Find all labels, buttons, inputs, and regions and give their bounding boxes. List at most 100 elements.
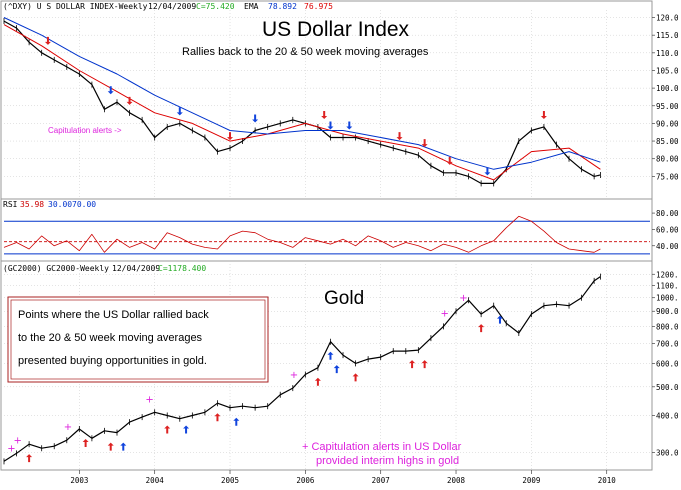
dxy-ema50-value: 78.892 <box>268 2 297 11</box>
dxy-ytick-label: 85.00 <box>656 137 679 146</box>
dxy-rally-arrow <box>446 156 453 165</box>
gold-buy-arrow <box>333 365 340 374</box>
x-tick-label: 2007 <box>372 476 390 485</box>
rsi-level-high: 70.00 <box>72 200 96 209</box>
dxy-series-ema50 <box>3 17 601 170</box>
gold-buy-arrow <box>107 442 114 451</box>
gold-buy-arrow <box>183 425 190 434</box>
gold-plus-mark: + <box>14 435 22 446</box>
gold-buy-arrow <box>233 417 240 426</box>
rsi-label: RSI <box>3 200 18 209</box>
gold-box-line1: Points where the US Dollar rallied back <box>18 309 209 321</box>
gold-ytick-label: 900.0 <box>656 307 679 316</box>
gold-note-line2: provided interim highs in gold <box>316 455 459 467</box>
series-layer <box>3 17 601 465</box>
gold-buy-arrow <box>409 360 416 369</box>
gold-ytick-label: 800.0 <box>656 322 679 331</box>
dxy-rally-arrow <box>421 139 428 148</box>
dxy-rally-arrow <box>176 107 183 116</box>
marks-layer: +++++++ <box>7 36 547 463</box>
gold-buy-arrow <box>478 324 485 333</box>
dxy-ytick-label: 105.0 <box>656 66 679 75</box>
gold-ytick-label: 1200. <box>656 270 679 279</box>
x-tick-label: 2004 <box>146 476 165 485</box>
gold-buy-arrow <box>352 373 359 382</box>
capitulation-label: Capitulation alerts -> <box>48 126 122 135</box>
gold-buy-arrow <box>164 425 171 434</box>
rsi-panel-frame <box>0 198 653 262</box>
x-tick-label: 2008 <box>447 476 466 485</box>
x-tick-label: 2010 <box>598 476 617 485</box>
rsi-levels <box>4 220 650 255</box>
gold-buy-arrow <box>421 360 428 369</box>
dxy-ytick-label: 95.00 <box>656 102 679 111</box>
gold-note-box-inner <box>10 299 266 380</box>
gold-ytick-label: 1100. <box>656 281 679 290</box>
rsi-series <box>3 215 601 253</box>
gold-buy-arrow <box>496 315 503 324</box>
gold-plus-mark: + <box>7 443 15 454</box>
gold-ytick-label: 500.0 <box>656 383 679 392</box>
gold-panel-frame <box>0 260 653 471</box>
gold-plus-mark: + <box>145 394 153 405</box>
gold-symbol: (GC2000) GC2000-Weekly <box>3 264 109 273</box>
gold-buy-arrow <box>82 439 89 448</box>
dxy-date: 12/04/2009 <box>148 2 196 11</box>
grid-layer <box>4 10 652 470</box>
x-tick-label: 2003 <box>70 476 88 485</box>
gold-plus-mark: + <box>290 370 298 381</box>
dxy-rally-arrow <box>540 110 547 119</box>
gold-title: Gold <box>324 288 364 309</box>
dxy-series-ema20 <box>3 24 601 181</box>
gold-ytick-label: 700.0 <box>656 340 679 349</box>
gold-buy-arrow <box>120 442 127 451</box>
dxy-ytick-label: 115.0 <box>656 31 679 40</box>
gold-ytick-label: 300.0 <box>656 448 679 457</box>
dxy-ema-label: EMA <box>244 2 259 11</box>
dxy-ytick-label: 110.0 <box>656 49 679 58</box>
gold-box-line3: presented buying opportunities in gold. <box>18 355 207 367</box>
gold-box-line2: to the 20 & 50 week moving averages <box>18 332 203 344</box>
dxy-ytick-label: 75.00 <box>656 172 679 181</box>
dxy-ytick-label: 100.0 <box>656 84 679 93</box>
gold-buy-arrow <box>314 377 321 386</box>
dollar-subtitle: Rallies back to the 20 & 50 week moving … <box>182 46 429 58</box>
rsi-level-low: 30.00 <box>48 200 72 209</box>
gold-plus-mark: + <box>459 293 467 304</box>
x-tick-label: 2005 <box>221 476 239 485</box>
dxy-rally-arrow <box>227 132 234 141</box>
dxy-rally-arrow <box>396 132 403 141</box>
gold-date: 12/04/2009 <box>112 264 160 273</box>
rsi-ytick-label: 80.00 <box>656 209 679 218</box>
dxy-rally-arrow <box>126 96 133 105</box>
dxy-rally-arrow <box>44 36 51 45</box>
dxy-ema20-value: 76.975 <box>304 2 333 11</box>
dollar-title: US Dollar Index <box>262 18 410 41</box>
gold-plus-mark: + <box>64 422 72 433</box>
gold-note-line1: + Capitulation alerts in US Dollar <box>302 441 462 453</box>
dxy-rally-arrow <box>321 110 328 119</box>
rsi-ytick-label: 60.00 <box>656 225 679 234</box>
x-tick-label: 2006 <box>296 476 315 485</box>
dxy-ytick-label: 90.00 <box>656 119 679 128</box>
dxy-close: C=75.420 <box>196 2 235 11</box>
gold-buy-arrow <box>214 413 221 422</box>
gold-note-box <box>7 296 269 383</box>
rsi-ytick-label: 40.00 <box>656 242 679 251</box>
dxy-ytick-label: 80.00 <box>656 155 679 164</box>
gold-buy-arrow <box>327 351 334 360</box>
x-tick-label: 2009 <box>522 476 540 485</box>
gold-ytick-label: 600.0 <box>656 359 679 368</box>
gold-ytick-label: 400.0 <box>656 411 679 420</box>
dxy-symbol: (^DXY) U S DOLLAR INDEX-Weekly <box>3 2 148 11</box>
dxy-rally-arrow <box>346 121 353 130</box>
dxy-rally-arrow <box>252 114 259 123</box>
dxy-rally-arrow <box>107 86 114 95</box>
rsi-value: 35.98 <box>20 200 44 209</box>
gold-buy-arrow <box>26 454 33 463</box>
gold-ytick-label: 1000. <box>656 294 679 303</box>
dxy-rally-arrow <box>484 167 491 176</box>
tick-labels: 75.00 80.00 85.00 90.00 95.00 100.0 105.0 110.0… <box>70 14 679 485</box>
